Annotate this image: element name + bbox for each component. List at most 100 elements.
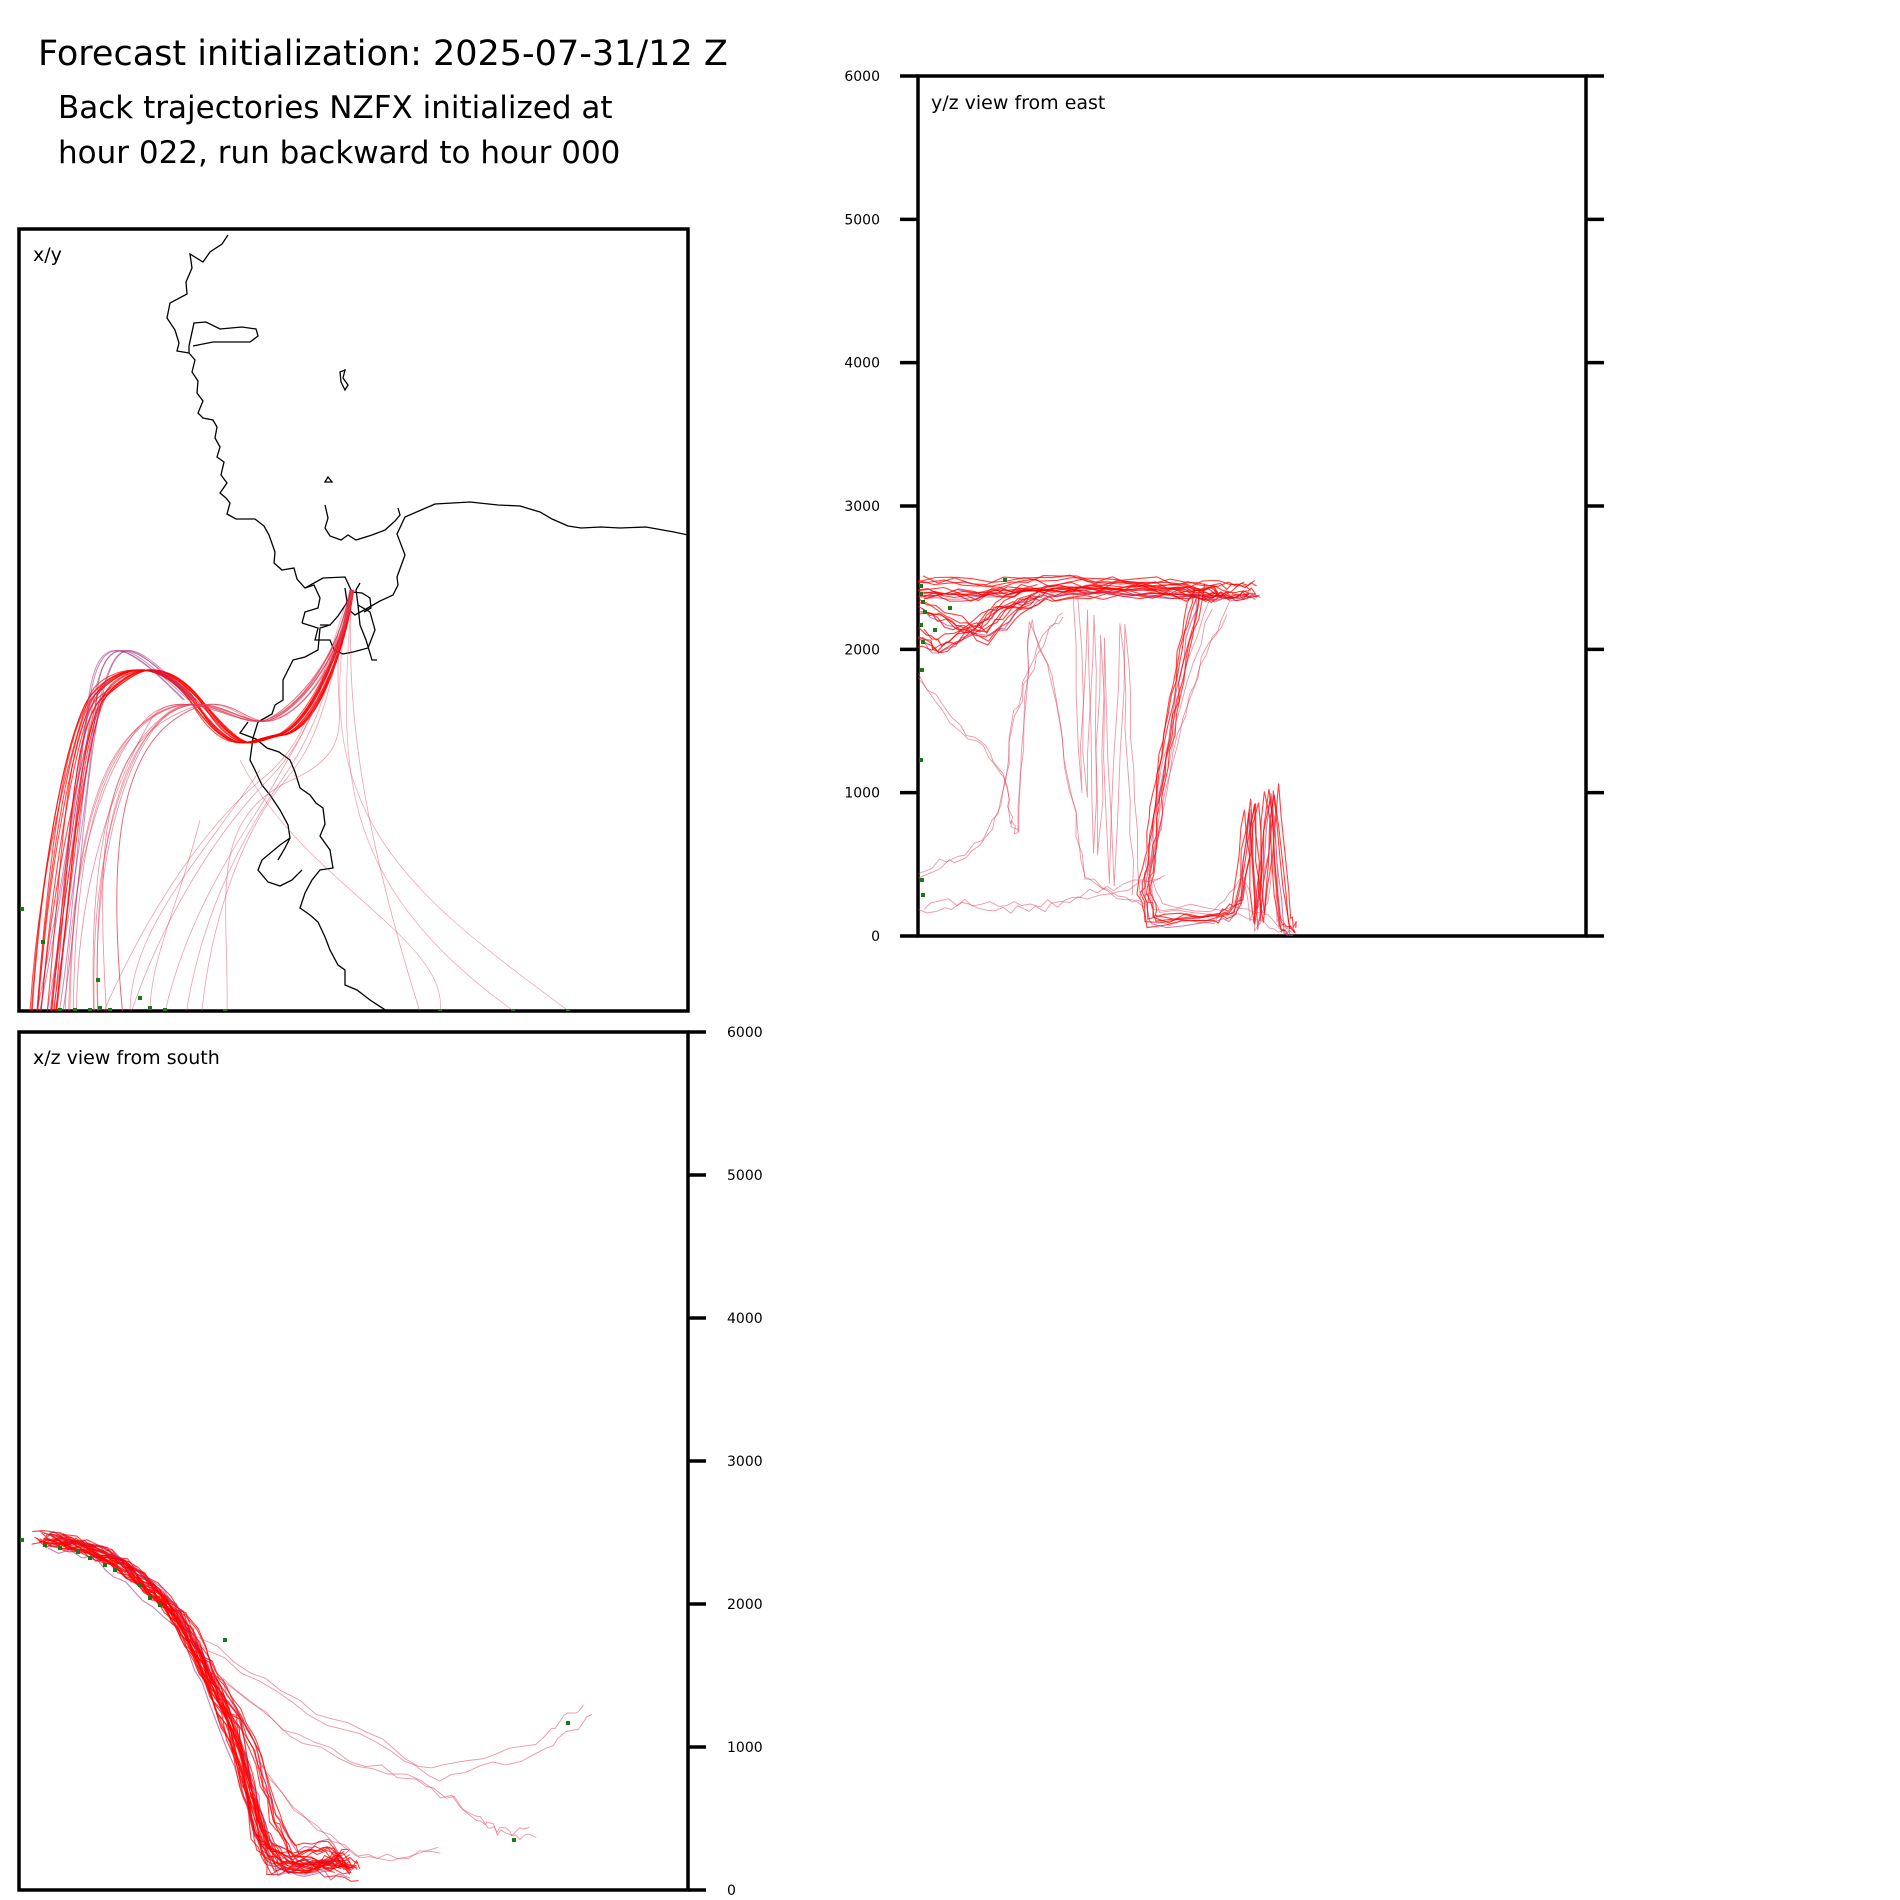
trajectory-line xyxy=(182,1630,584,1769)
trajectory-line xyxy=(186,589,353,1011)
endpoint-marker xyxy=(223,1009,227,1011)
endpoint-marker xyxy=(158,1603,162,1607)
endpoint-marker xyxy=(948,606,952,610)
trajectory-line xyxy=(1148,601,1288,930)
trajectory-line xyxy=(129,769,261,1011)
trajectory-line xyxy=(62,650,197,1011)
trajectory-line xyxy=(212,1673,530,1837)
endpoint-marker xyxy=(438,1009,442,1011)
endpoint-marker xyxy=(223,1638,227,1642)
trajectory-line xyxy=(918,601,1034,651)
panel-xy-label: x/y xyxy=(33,244,62,266)
trajectory-line xyxy=(225,589,354,1011)
trajectory-line xyxy=(339,589,570,1011)
trajectory-line xyxy=(59,1541,351,1871)
yz-trajectories xyxy=(918,574,1297,936)
endpoint-marker xyxy=(919,623,923,627)
trajectory-line xyxy=(918,619,1145,908)
figure-subtitle-line2: hour 022, run backward to hour 000 xyxy=(58,135,620,171)
endpoint-marker xyxy=(73,1008,77,1011)
xz-trajectories xyxy=(31,1530,593,1882)
figure-title: Forecast initialization: 2025-07-31/12 Z xyxy=(38,34,728,74)
endpoint-marker xyxy=(103,1563,107,1567)
xy-trajectories xyxy=(29,589,570,1011)
endpoint-marker xyxy=(138,1583,142,1587)
endpoint-marker xyxy=(511,1009,515,1011)
endpoint-marker xyxy=(920,668,924,672)
endpoint-marker xyxy=(919,592,923,596)
trajectory-line xyxy=(64,589,351,1011)
endpoint-marker xyxy=(20,1538,24,1542)
trajectory-line xyxy=(92,589,353,1011)
trajectory-line xyxy=(38,1539,334,1870)
trajectory-line xyxy=(1148,614,1287,933)
trajectory-line xyxy=(46,650,189,1011)
endpoint-marker xyxy=(58,1008,62,1011)
coastline-map xyxy=(166,234,688,1011)
trajectory-line xyxy=(46,589,353,1011)
endpoint-marker xyxy=(58,1546,62,1550)
y-tick-label: 5000 xyxy=(844,212,880,228)
endpoint-marker xyxy=(1003,578,1007,582)
endpoint-marker xyxy=(76,1550,80,1554)
trajectory-line xyxy=(346,589,515,1011)
trajectory-line xyxy=(1144,597,1293,933)
panel-xy: x/y xyxy=(17,227,690,1013)
y-tick-label: 0 xyxy=(727,1883,736,1899)
trajectory-line xyxy=(239,759,441,1011)
endpoint-marker xyxy=(933,628,937,632)
endpoint-marker xyxy=(41,940,45,944)
endpoint-marker xyxy=(148,1006,152,1010)
trajectory-line xyxy=(1148,608,1294,936)
y-tick-label: 4000 xyxy=(727,1311,763,1327)
endpoint-marker xyxy=(88,1556,92,1560)
endpoint-marker xyxy=(98,1006,102,1010)
xy-endpoint-markers xyxy=(20,907,570,1011)
y-tick-label: 3000 xyxy=(727,1454,763,1470)
y-tick-label: 5000 xyxy=(727,1168,763,1184)
endpoint-marker xyxy=(88,1008,92,1011)
trajectory-line xyxy=(918,580,1219,634)
trajectory-line xyxy=(254,1756,439,1860)
trajectory-line xyxy=(36,589,352,1011)
endpoint-marker xyxy=(148,1596,152,1600)
endpoint-marker xyxy=(163,1008,167,1011)
y-tick-label: 0 xyxy=(871,929,880,945)
trajectory-line xyxy=(918,574,1256,588)
y-tick-label: 2000 xyxy=(727,1597,763,1613)
panel-xz-frame xyxy=(17,1030,690,1892)
y-tick-label: 1000 xyxy=(727,1740,763,1756)
panel-yz: y/z view from east 0 1000 2000 3000 4000 5000… xyxy=(844,69,1604,945)
endpoint-marker xyxy=(920,878,924,882)
xz-endpoint-markers xyxy=(20,1538,570,1842)
endpoint-marker xyxy=(921,600,925,604)
trajectory-line xyxy=(61,1545,347,1871)
y-tick-label: 3000 xyxy=(844,499,880,515)
endpoint-marker xyxy=(512,1838,516,1842)
trajectory-line xyxy=(919,581,1256,599)
panel-yz-label: y/z view from east xyxy=(931,92,1105,114)
trajectory-line xyxy=(52,650,192,1011)
trajectory-line xyxy=(350,589,421,1011)
panel-xy-frame xyxy=(17,227,690,1013)
endpoint-marker xyxy=(20,907,24,911)
endpoint-marker xyxy=(919,584,923,588)
y-tick-label: 1000 xyxy=(844,786,880,802)
yz-endpoint-markers xyxy=(919,578,1007,897)
trajectory-line xyxy=(47,1547,350,1881)
trajectory-line xyxy=(918,575,1245,591)
trajectory-line xyxy=(923,587,1258,602)
trajectory-line xyxy=(923,875,1165,910)
xz-y-axis: 0 1000 2000 3000 4000 5000 6000 xyxy=(688,1025,763,1899)
y-tick-label: 6000 xyxy=(727,1025,763,1041)
panel-xz: x/z view from south 0 1000 2000 3000 4000 500… xyxy=(17,1025,763,1899)
endpoint-marker xyxy=(566,1009,570,1011)
trajectory-line xyxy=(164,589,353,1011)
endpoint-marker xyxy=(923,610,927,614)
trajectory-line xyxy=(1077,595,1141,899)
endpoint-marker xyxy=(138,996,142,1000)
trajectory-line xyxy=(103,589,351,1011)
trajectory-line xyxy=(1141,587,1291,928)
trajectory-line xyxy=(39,1538,335,1874)
